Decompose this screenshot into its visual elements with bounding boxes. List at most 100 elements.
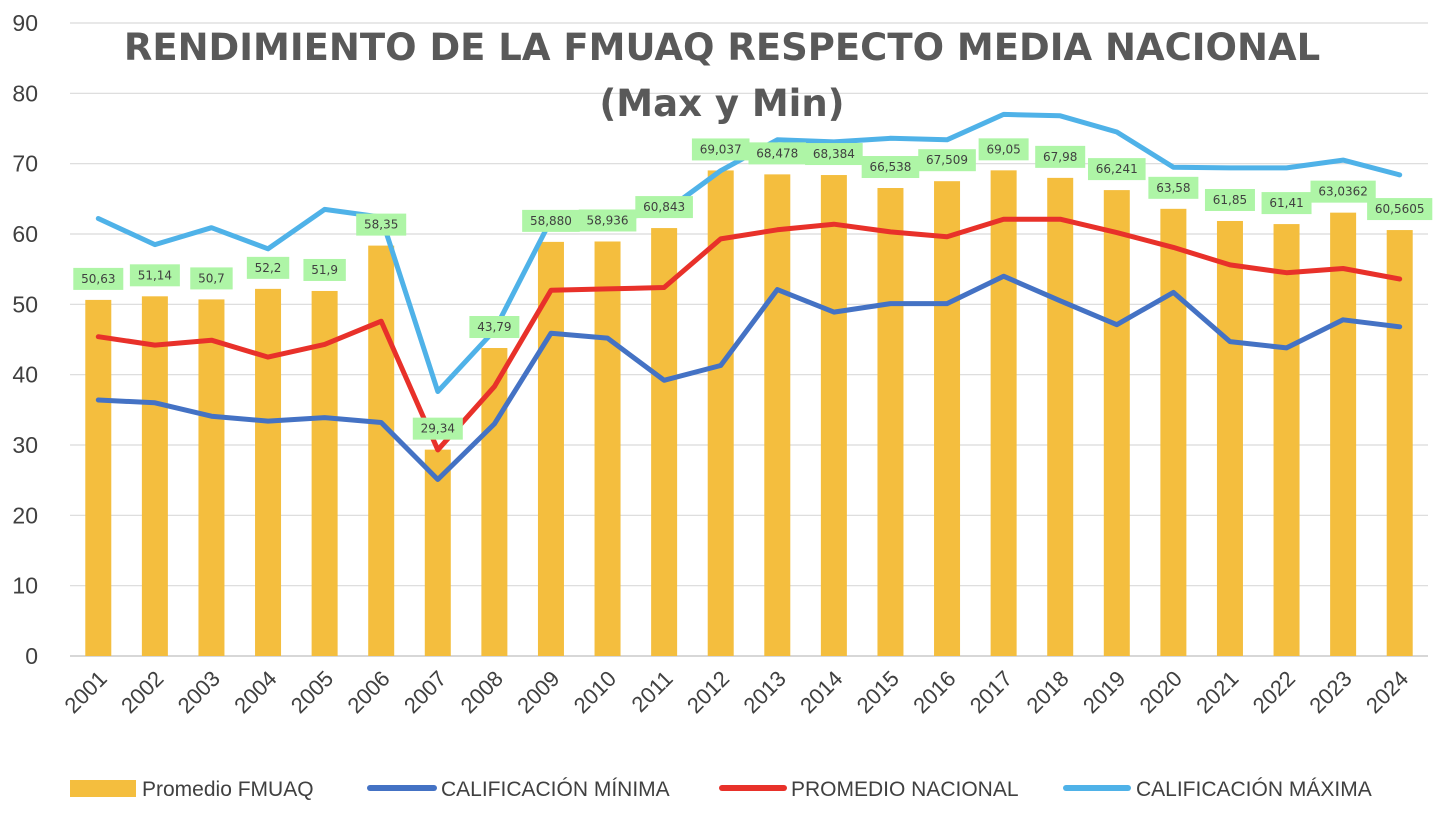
bar [651, 228, 678, 656]
data-label-box [1035, 145, 1086, 168]
data-label-box [356, 213, 407, 236]
data-label: 63,58 [1156, 181, 1190, 195]
data-label-box [73, 267, 124, 290]
data-label: 61,85 [1213, 193, 1247, 207]
x-tick-label: 2016 [908, 666, 960, 718]
data-label: 60,5605 [1375, 202, 1425, 216]
data-label: 52,2 [255, 261, 282, 275]
bar-series [85, 170, 1413, 657]
x-tick-label: 2023 [1304, 666, 1356, 718]
line-series [95, 111, 1403, 482]
data-label-box [246, 256, 290, 279]
y-tick-label: 10 [12, 573, 38, 599]
bar [1330, 212, 1357, 656]
x-tick-label: 2019 [1078, 666, 1130, 718]
bar [1160, 208, 1187, 656]
data-label: 69,05 [986, 142, 1020, 156]
x-tick-label: 2022 [1248, 666, 1300, 718]
data-label: 69,037 [700, 142, 742, 156]
data-label-box [1087, 158, 1146, 181]
y-tick-label: 90 [12, 10, 38, 36]
data-label-box [129, 264, 180, 287]
y-tick-label: 70 [12, 151, 38, 177]
data-label: 58,35 [364, 218, 398, 232]
data-label-box [522, 209, 580, 232]
data-label-box [691, 138, 750, 161]
bar [311, 290, 338, 656]
x-tick-label: 2007 [399, 666, 451, 718]
data-label: 66,241 [1096, 162, 1138, 176]
bar [1103, 190, 1130, 656]
x-tick-label: 2011 [627, 666, 678, 717]
series-line [95, 216, 1403, 453]
data-label-box [1204, 188, 1255, 211]
data-label-box [805, 143, 863, 166]
x-tick-label: 2003 [173, 666, 225, 718]
bar [1273, 224, 1300, 656]
data-label-box [918, 149, 976, 172]
y-axis: 0 10 20 30 40 50 60 70 80 90 [12, 10, 38, 669]
y-tick-label: 0 [25, 643, 38, 669]
data-label-box [1148, 176, 1199, 199]
data-label-box [412, 417, 463, 440]
data-label: 58,880 [530, 214, 572, 228]
data-label-box [748, 142, 807, 165]
data-label-box [303, 258, 346, 281]
data-label: 29,34 [421, 422, 455, 436]
data-label: 51,9 [311, 263, 338, 277]
y-tick-label: 60 [12, 221, 38, 247]
x-tick-label: 2021 [1191, 666, 1243, 718]
y-tick-label: 40 [12, 362, 38, 388]
y-tick-label: 50 [12, 291, 38, 317]
bar [1386, 230, 1413, 657]
bar [537, 241, 564, 657]
data-label-box [861, 156, 920, 179]
x-tick-label: 2008 [456, 666, 508, 718]
data-label-box [978, 138, 1029, 161]
bar [877, 188, 904, 657]
data-label: 67,98 [1043, 150, 1077, 164]
gridlines [70, 22, 1428, 657]
x-tick-label: 2009 [512, 666, 564, 718]
bar [368, 245, 395, 657]
legend-label-calificacion-maxima: CALIFICACIÓN MÁXIMA [1136, 778, 1372, 801]
x-tick-label: 2018 [1021, 666, 1073, 718]
x-tick-label: 2010 [569, 666, 621, 718]
data-label-box [1367, 198, 1433, 221]
data-label: 68,478 [756, 146, 798, 160]
y-tick-label: 30 [12, 432, 38, 458]
x-axis: 2001 2002 2003 2004 2005 2006 2007 2008 2009 2010… [60, 666, 1414, 718]
bar [141, 296, 168, 656]
chart-subtitle: (Max y Min) [599, 82, 844, 125]
legend-label-promedio-nacional: PROMEDIO NACIONAL [791, 778, 1019, 801]
bar [820, 175, 847, 656]
bar [707, 170, 734, 657]
bar [934, 181, 961, 656]
data-label: 67,509 [926, 153, 968, 167]
bar [85, 299, 112, 656]
data-label: 66,538 [869, 160, 911, 174]
data-label-box [578, 209, 637, 232]
data-label: 68,384 [813, 147, 855, 161]
legend-label-promedio-fmuaq: Promedio FMUAQ [142, 778, 314, 801]
bar [255, 288, 282, 656]
bar [990, 170, 1017, 656]
data-label: 50,63 [81, 272, 115, 286]
x-tick-label: 2006 [342, 666, 394, 718]
legend-label-calificacion-minima: CALIFICACIÓN MÍNIMA [441, 778, 670, 801]
legend: Promedio FMUAQ CALIFICACIÓN MÍNIMA PROME… [70, 778, 1372, 801]
x-tick-label: 2002 [116, 666, 168, 718]
legend-swatch-promedio-fmuaq [70, 780, 136, 797]
x-tick-label: 2012 [682, 666, 734, 718]
data-label: 60,843 [643, 200, 685, 214]
bar [594, 241, 621, 656]
data-label: 51,14 [138, 268, 172, 282]
chart-title: RENDIMIENTO DE LA FMUAQ RESPECTO MEDIA N… [124, 26, 1320, 69]
series-line [95, 273, 1403, 482]
bar [764, 174, 791, 656]
data-label: 50,7 [198, 271, 225, 285]
x-tick-label: 2020 [1135, 666, 1187, 718]
bar [424, 449, 451, 656]
bar [1047, 177, 1074, 656]
